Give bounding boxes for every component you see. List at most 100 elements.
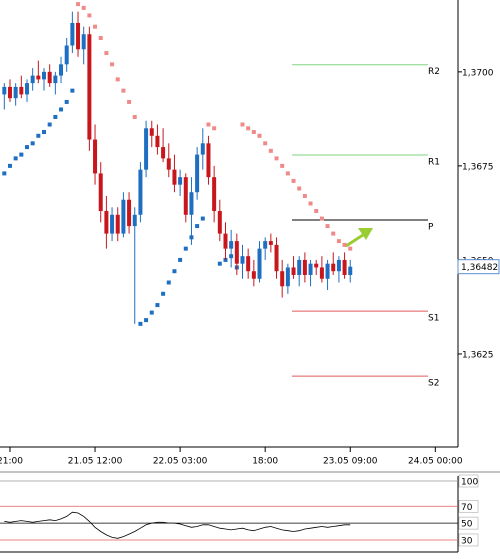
candle-body [13,86,18,99]
candle-body [76,22,81,50]
candle-body [42,71,47,80]
candle-body [291,267,296,275]
candle-body [251,271,256,279]
candle-body [200,143,205,155]
sar-dot [13,156,18,161]
candle-body [348,266,353,275]
last-price-label: 1,36482 [461,263,498,273]
x-tick-label: 24.05 00:00 [408,457,463,467]
pivot-label: S1 [428,314,439,324]
sar-dot [257,133,262,138]
pivot-label: R2 [428,67,440,77]
sar-dot [166,280,171,285]
osc-tick-box [458,474,479,488]
candle-body [87,34,92,140]
sar-dot [206,122,211,127]
candle-body [297,259,302,275]
sar-dot [132,114,137,119]
sar-dot [240,122,245,127]
candle-body [268,241,273,245]
sar-dot [138,321,143,326]
x-tick-label: 18:00 [252,457,278,467]
candle-body [246,256,251,272]
candle-body [7,86,12,99]
sar-dot [325,224,330,229]
candle-body [189,192,194,215]
candle-body [336,259,341,272]
sar-dot [98,35,103,40]
candle-body [166,158,171,170]
sar-dot [268,148,273,153]
trend-arrow [345,231,367,248]
candle-body [342,259,347,275]
x-tick-label: 23.05 09:00 [323,457,378,467]
candle-body [274,244,279,272]
sar-dot [59,107,64,112]
sar-dot [331,231,336,236]
sar-dot [81,5,86,10]
sar-dot [93,24,98,29]
sar-dot [291,178,296,183]
last-price-box [457,259,500,275]
y-tick-label: 1,3625 [462,350,494,360]
candle-body [36,75,41,80]
osc-tick-label: 50 [461,520,473,530]
sar-dot [76,2,81,7]
candle-body [138,169,143,215]
sar-dot [110,62,115,67]
candle-body [64,45,69,65]
sar-dot [36,133,41,138]
candle-body [308,263,313,275]
candle-body [47,71,52,84]
x-tick-label: 21:00 [0,457,23,467]
sar-dot [87,13,92,18]
candle-body [121,199,126,234]
sar-dot [212,126,217,131]
sar-dot [342,242,347,247]
pivot-label: S2 [428,379,439,389]
sar-dot [30,141,35,146]
sar-dot [319,216,324,221]
candle-body [172,169,177,185]
candle-body [229,241,234,249]
sar-dot [161,291,166,296]
osc-line [4,511,351,539]
sar-dot [280,163,285,168]
candle-body [59,64,64,76]
sar-dot [19,152,24,157]
candle-body [217,211,222,234]
sar-dot [178,257,183,262]
candle-body [223,233,228,249]
sar-dot [183,246,188,251]
osc-tick-box [458,516,479,530]
candle-body [19,86,24,95]
candle-body [2,86,7,95]
candle-body [257,248,262,279]
sar-dot [115,77,120,82]
candle-body [98,173,103,212]
sar-dot [348,246,353,251]
sar-dot [200,216,205,221]
sar-dot [7,163,12,168]
candle-body [70,22,75,46]
sar-dot [246,126,251,131]
sar-dot [251,130,256,135]
sar-dot [195,224,200,229]
sar-dot [302,193,307,198]
candle-body [81,34,86,50]
candle-body [234,241,239,264]
sar-dot [70,88,75,93]
x-tick-label: 22.05 03:00 [153,457,208,467]
candle-body [302,259,307,275]
pivot-label: P [428,223,434,233]
candle-body [178,177,183,185]
candle-body [161,147,166,159]
sar-dot [121,88,126,93]
candle-body [280,271,285,287]
sar-dot [314,209,319,214]
osc-tick-label: 30 [461,536,473,546]
sar-dot [149,310,154,315]
sar-dot [297,186,302,191]
